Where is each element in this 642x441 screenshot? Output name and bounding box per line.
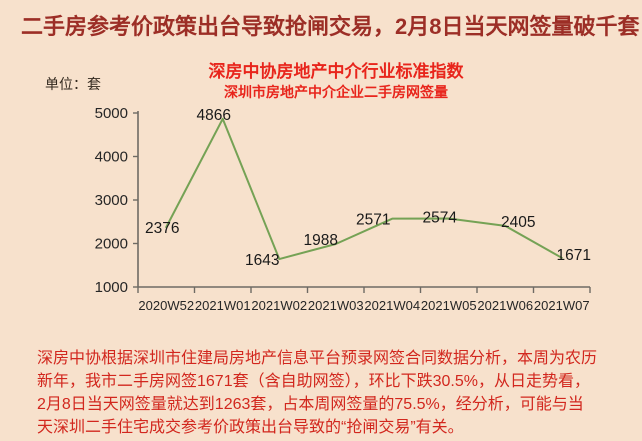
svg-text:4866: 4866 [197, 107, 231, 124]
y-axis-unit-label: 单位：套 [45, 76, 101, 92]
chart-title: 深房中协房地产中介行业标准指数 [208, 62, 464, 81]
svg-text:2020W52: 2020W52 [138, 298, 194, 313]
svg-text:1643: 1643 [245, 252, 279, 269]
svg-text:2405: 2405 [501, 214, 535, 231]
svg-text:3000: 3000 [95, 192, 128, 209]
analysis-line: 深房中协根据深圳市住建局房地产信息平台预录网签合同数据分析，本周为农历 [37, 350, 598, 367]
analysis-line: 天深圳二手住宅成交参考价政策出台导致的“抢闸交易”有关。 [37, 419, 464, 436]
analysis-line: 新年，我市二手房网签1671套（含自助网签），环比下跌30.5%，从日走势看， [37, 373, 590, 390]
svg-text:2376: 2376 [145, 220, 179, 237]
svg-text:2021W02: 2021W02 [251, 298, 307, 313]
svg-text:2021W05: 2021W05 [421, 298, 477, 313]
svg-text:2021W06: 2021W06 [477, 298, 533, 313]
chart-subtitle: 深圳市房地产中介企业二手房网签量 [224, 84, 448, 100]
svg-text:2021W03: 2021W03 [308, 298, 364, 313]
svg-text:4000: 4000 [95, 149, 128, 166]
svg-text:2000: 2000 [95, 236, 128, 253]
svg-text:2021W07: 2021W07 [534, 298, 590, 313]
analysis-paragraph: 深房中协根据深圳市住建局房地产信息平台预录网签合同数据分析，本周为农历 新年，我… [37, 347, 617, 439]
page-title: 二手房参考价政策出台导致抢闸交易，2月8日当天网签量破千套 [21, 14, 640, 39]
svg-text:1671: 1671 [557, 247, 591, 264]
svg-text:2574: 2574 [423, 210, 458, 227]
svg-text:5000: 5000 [95, 105, 128, 122]
analysis-line: 2月8日当天网签量就达到1263套，占本周网签量的75.5%，经分析，可能与当 [37, 396, 584, 413]
chart-title-block: 深房中协房地产中介行业标准指数 深圳市房地产中介企业二手房网签量 [36, 62, 636, 101]
svg-text:2021W01: 2021W01 [195, 298, 251, 313]
svg-text:1988: 1988 [304, 232, 338, 249]
svg-text:1000: 1000 [95, 279, 128, 296]
svg-text:2571: 2571 [356, 212, 390, 229]
svg-text:2021W04: 2021W04 [364, 298, 420, 313]
